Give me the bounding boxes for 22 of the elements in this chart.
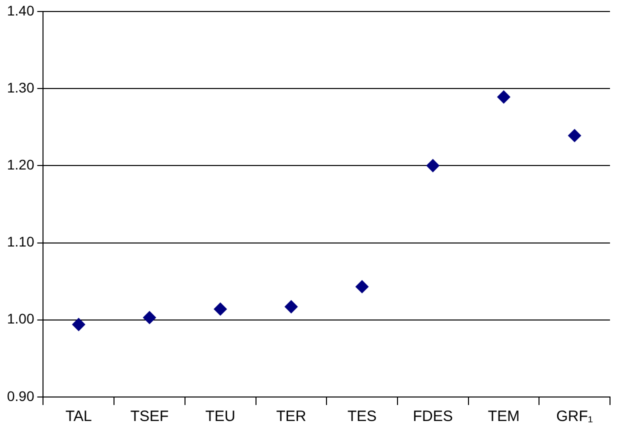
point xyxy=(143,311,156,324)
x-tick-label: TES xyxy=(347,408,377,426)
point xyxy=(568,129,582,142)
y-tick-label: 1.30 xyxy=(7,79,34,96)
point xyxy=(356,280,369,294)
x-tick-label: TEM xyxy=(488,408,520,426)
point xyxy=(497,90,510,104)
x-tick-label: TAL xyxy=(65,408,92,426)
x-tick-label: FDES xyxy=(412,408,453,426)
point xyxy=(284,300,298,314)
x-tick-label: TEU xyxy=(205,408,236,426)
y-tick-label: 1.10 xyxy=(7,234,34,250)
y-tick-label: 1.20 xyxy=(7,156,34,172)
x-tick-label: TER xyxy=(276,408,306,426)
y-tick-label: 1.40 xyxy=(7,2,34,18)
x-tick-label: GRF₁ xyxy=(556,408,593,426)
point xyxy=(72,318,86,332)
y-tick-label: 0.90 xyxy=(7,388,34,404)
point xyxy=(214,302,227,316)
point xyxy=(426,159,440,172)
x-tick-label: TSEF xyxy=(130,408,169,426)
y-tick-label: 1.00 xyxy=(7,310,34,327)
